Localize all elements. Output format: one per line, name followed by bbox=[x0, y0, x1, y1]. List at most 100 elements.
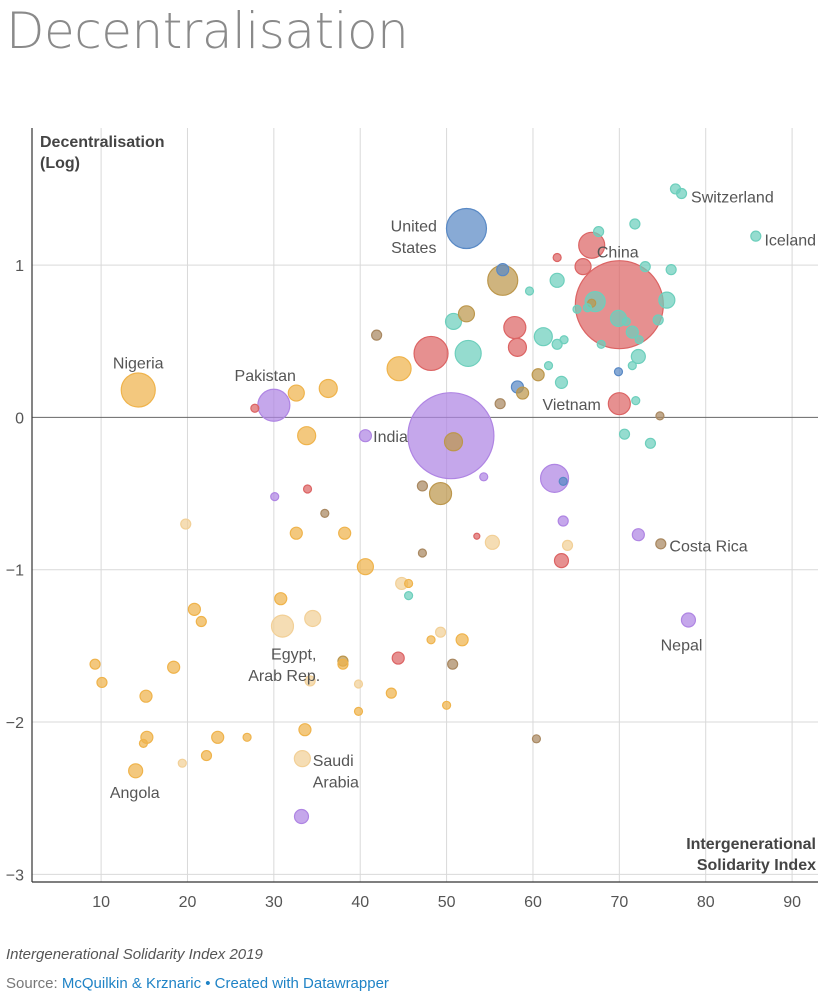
bubble[interactable] bbox=[629, 218, 641, 230]
bubble[interactable] bbox=[551, 338, 563, 350]
bubble[interactable] bbox=[559, 335, 569, 345]
bubble[interactable] bbox=[304, 609, 322, 628]
bubble[interactable] bbox=[167, 660, 181, 674]
bubble[interactable] bbox=[187, 602, 201, 616]
bubble[interactable] bbox=[320, 508, 330, 518]
bubble[interactable] bbox=[391, 651, 405, 665]
bubble[interactable] bbox=[250, 403, 260, 413]
bubble[interactable] bbox=[574, 258, 592, 276]
bubble[interactable] bbox=[652, 314, 664, 326]
bubble[interactable] bbox=[582, 303, 592, 313]
bubble-pakistan[interactable] bbox=[257, 388, 291, 422]
bubble[interactable] bbox=[644, 437, 657, 449]
bubble-saudi-arabia[interactable] bbox=[293, 750, 311, 768]
bubble[interactable] bbox=[385, 687, 397, 699]
bubble[interactable] bbox=[386, 356, 412, 382]
bubble[interactable] bbox=[631, 528, 645, 542]
bubble[interactable] bbox=[426, 635, 436, 645]
bubble[interactable] bbox=[338, 526, 352, 540]
bubble[interactable] bbox=[289, 526, 303, 540]
bubble[interactable] bbox=[403, 591, 414, 601]
bubble[interactable] bbox=[496, 263, 510, 277]
bubble[interactable] bbox=[552, 252, 562, 263]
bubble[interactable] bbox=[302, 484, 313, 494]
bubble[interactable] bbox=[416, 480, 429, 492]
bubble[interactable] bbox=[274, 592, 288, 606]
bubble[interactable] bbox=[353, 679, 364, 689]
bubble[interactable] bbox=[242, 732, 252, 742]
bubble[interactable] bbox=[356, 558, 375, 576]
bubble[interactable] bbox=[561, 539, 574, 551]
bubble-nepal[interactable] bbox=[680, 612, 697, 628]
bubble[interactable] bbox=[507, 337, 528, 357]
bubble[interactable] bbox=[270, 492, 280, 502]
bubble[interactable] bbox=[533, 327, 553, 347]
bubble[interactable] bbox=[138, 738, 149, 748]
bubble[interactable] bbox=[358, 429, 373, 443]
bubble[interactable] bbox=[634, 335, 644, 345]
bubble-united-states[interactable] bbox=[445, 207, 488, 250]
bubble[interactable] bbox=[443, 432, 464, 452]
bubble[interactable] bbox=[337, 658, 349, 670]
bubble-switzerland[interactable] bbox=[675, 187, 688, 200]
bubble[interactable] bbox=[665, 264, 677, 276]
bubble[interactable] bbox=[177, 758, 187, 768]
bubble[interactable] bbox=[484, 534, 500, 550]
bubble[interactable] bbox=[447, 658, 459, 670]
bubble[interactable] bbox=[139, 689, 153, 703]
bubble[interactable] bbox=[287, 384, 305, 402]
bubble[interactable] bbox=[457, 305, 476, 323]
bubble[interactable] bbox=[572, 304, 582, 314]
bubble[interactable] bbox=[596, 339, 606, 349]
bubble[interactable] bbox=[455, 633, 469, 647]
bubble[interactable] bbox=[516, 386, 530, 400]
bubble[interactable] bbox=[625, 325, 639, 339]
bubble[interactable] bbox=[627, 361, 637, 371]
bubble[interactable] bbox=[578, 231, 606, 259]
bubble[interactable] bbox=[318, 378, 338, 399]
bubble[interactable] bbox=[618, 428, 631, 440]
bubble[interactable] bbox=[293, 808, 310, 825]
bubble-angola[interactable] bbox=[128, 763, 144, 779]
bubble[interactable] bbox=[454, 339, 482, 368]
bubble[interactable] bbox=[531, 368, 545, 382]
bubble[interactable] bbox=[621, 316, 631, 327]
bubble[interactable] bbox=[593, 225, 605, 238]
bubble[interactable] bbox=[553, 552, 570, 569]
bubble[interactable] bbox=[298, 723, 312, 737]
bubble-iceland[interactable] bbox=[750, 230, 762, 242]
bubble[interactable] bbox=[200, 749, 213, 762]
bubble[interactable] bbox=[558, 476, 568, 486]
bubble[interactable] bbox=[639, 261, 651, 273]
bubble[interactable] bbox=[417, 548, 428, 558]
bubble[interactable] bbox=[554, 375, 569, 389]
bubble[interactable] bbox=[353, 706, 364, 716]
bubble[interactable] bbox=[524, 286, 535, 296]
bubble[interactable] bbox=[180, 518, 192, 530]
bubble-costa-rica[interactable] bbox=[655, 538, 667, 550]
bubble[interactable] bbox=[473, 532, 481, 540]
bubble[interactable] bbox=[434, 626, 447, 638]
bubble[interactable] bbox=[403, 578, 414, 589]
bubble[interactable] bbox=[297, 426, 317, 446]
bubble[interactable] bbox=[549, 272, 565, 288]
bubble[interactable] bbox=[613, 367, 624, 377]
bubble[interactable] bbox=[557, 515, 569, 527]
bubble[interactable] bbox=[503, 315, 527, 340]
bubble[interactable] bbox=[211, 730, 225, 744]
bubble[interactable] bbox=[655, 411, 665, 421]
bubble[interactable] bbox=[631, 396, 641, 406]
bubble[interactable] bbox=[96, 676, 108, 689]
bubble[interactable] bbox=[441, 700, 452, 710]
bubble[interactable] bbox=[494, 398, 506, 410]
source-link[interactable]: McQuilkin & Krznaric bbox=[61, 975, 202, 992]
bubble-vietnam[interactable] bbox=[607, 392, 631, 416]
bubble[interactable] bbox=[89, 658, 101, 670]
bubble[interactable] bbox=[444, 312, 463, 331]
bubble[interactable] bbox=[658, 291, 676, 309]
bubble[interactable] bbox=[543, 361, 554, 371]
bubble[interactable] bbox=[428, 481, 453, 506]
bubble[interactable] bbox=[304, 675, 316, 687]
bubble[interactable] bbox=[413, 335, 449, 372]
bubble[interactable] bbox=[531, 734, 542, 744]
